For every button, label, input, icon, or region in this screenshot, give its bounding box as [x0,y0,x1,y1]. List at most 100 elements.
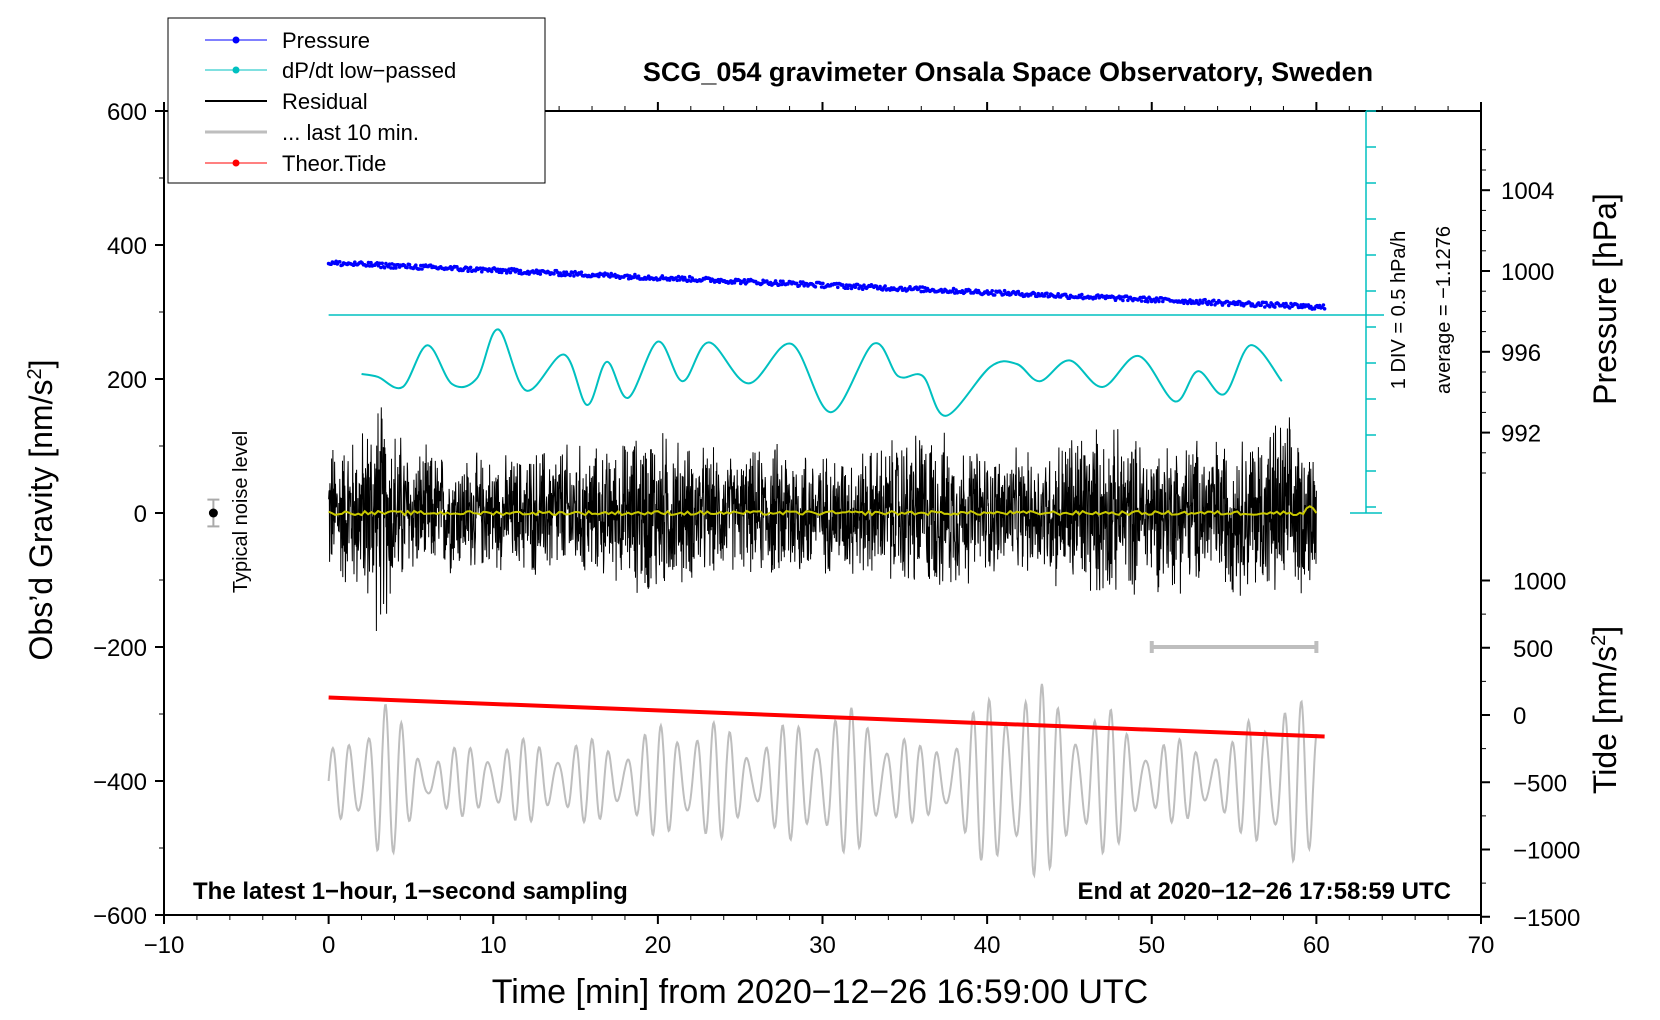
pressure-point [1080,292,1084,297]
tide-tick-label: −500 [1513,770,1567,797]
residual-mean-line [328,505,1318,517]
pressure-point [1157,299,1161,304]
legend-item-dpdt: dP/dt low−passed [205,58,456,83]
x-axis-label: Time [min] from 2020−12−26 16:59:00 UTC [492,973,1148,1011]
pressure-point [1212,298,1216,303]
legend-item-pressure: Pressure [205,28,370,53]
pressure-point [1321,303,1326,307]
pressure-point [480,269,484,274]
y-tick-label: −600 [93,903,147,930]
pressure-point [660,274,665,278]
dpdt-div-note: 1 DIV = 0.5 hPa/h [1388,231,1410,389]
annotations [207,498,220,528]
pressure-point [1056,292,1060,296]
x-tick-label: 20 [645,932,672,959]
x-tick-label: 0 [322,932,335,959]
pressure-point [853,285,858,290]
residual-line [328,407,1317,632]
x-tick-label: 50 [1138,932,1165,959]
pressure-point [405,265,409,270]
x-tick-label: 10 [480,932,507,959]
pressure-point [499,270,504,275]
y-tick-label: −400 [93,769,147,796]
x-tick-label: −10 [144,932,185,959]
pressure-point [717,280,722,285]
residual-series [328,407,1317,632]
pressure-point [562,270,566,275]
pressure-point [1268,304,1272,309]
pressure-point [843,286,848,291]
pressure-tick-label: 1000 [1501,259,1554,286]
legend-dpdt-label: dP/dt low−passed [282,58,456,83]
legend-residual-label: Residual [282,89,368,114]
pressure-point [1322,307,1327,311]
legend: Pressure dP/dt low−passed Residual ... l… [167,17,546,184]
y-tick-label: 0 [134,501,147,528]
pressure-point [742,278,747,282]
x-tick-label: 30 [809,932,836,959]
pressure-point [732,280,737,285]
y-tick-label: 600 [107,99,147,126]
last10-line [327,683,1318,879]
y-axis-label-tide-end: ] [1587,626,1623,635]
pressure-point [572,274,576,278]
pressure-point [813,285,818,289]
pressure-point [1153,300,1158,304]
pressure-point [992,293,997,297]
pressure-tick-label: 996 [1501,340,1541,367]
pressure-point [377,261,382,266]
legend-pressure-dot [232,36,240,44]
axes: −10 0 10 20 30 40 50 60 70 600 400 200 0 −200 −400 −600… [93,99,1580,959]
dpdt-line [361,328,1283,417]
y-axis-label-left-sup: 2 [24,368,46,379]
residual-mean-series [328,505,1318,517]
bottom-right-note: End at 2020−12−26 17:58:59 UTC [1077,878,1451,905]
pressure-point [797,283,801,288]
pressure-point [538,272,543,276]
last10-series [327,641,1319,879]
tide-series [328,695,1325,739]
legend-item-residual: Residual [205,89,368,114]
pressure-point [489,269,494,274]
y-tick-label: −200 [93,635,147,662]
pressure-point [1121,298,1125,303]
legend-tide-dot [232,159,240,167]
legend-dpdt-dot [232,66,240,74]
pressure-point [508,270,513,275]
pressure-point [1209,302,1214,307]
y-axis-label-tide: Tide [nm/s2] [1587,626,1623,794]
pressure-point [1045,291,1049,296]
y-axis-label-pressure: Pressure [hPa] [1587,193,1623,405]
pressure-point [338,260,342,264]
pressure-point [1139,299,1144,303]
pressure-point [518,268,523,273]
pressure-point [1259,303,1263,308]
noise-point [208,508,218,518]
tide-tick-label: −1000 [1513,838,1580,865]
pressure-point [821,281,825,286]
pressure-point [636,274,641,279]
pressure-point [954,288,958,292]
dpdt-average-note: average = −1.1276 [1433,226,1455,394]
tide-tick-label: 500 [1513,636,1553,663]
pressure-point [1200,301,1205,305]
dpdt-series [328,110,1384,514]
legend-item-last10: ... last 10 min. [205,120,419,145]
pressure-point [834,281,839,286]
pressure-point [794,281,799,286]
pressure-point [552,272,556,276]
tide-tick-label: 0 [1513,703,1526,730]
x-tick-label: 40 [974,932,1001,959]
y-axis-label-left-text: Obs’d Gravity [nm/s [23,380,59,661]
chart-title: SCG_054 gravimeter Onsala Space Observat… [643,57,1373,87]
y-tick-label: 200 [107,367,147,394]
pressure-point [468,265,473,270]
pressure-point [899,285,904,290]
pressure-point [1263,305,1267,309]
pressure-point [1287,306,1292,310]
pressure-point [382,265,387,270]
pressure-point [579,270,584,275]
legend-pressure-label: Pressure [282,28,370,53]
legend-item-tide: Theor.Tide [205,151,386,176]
